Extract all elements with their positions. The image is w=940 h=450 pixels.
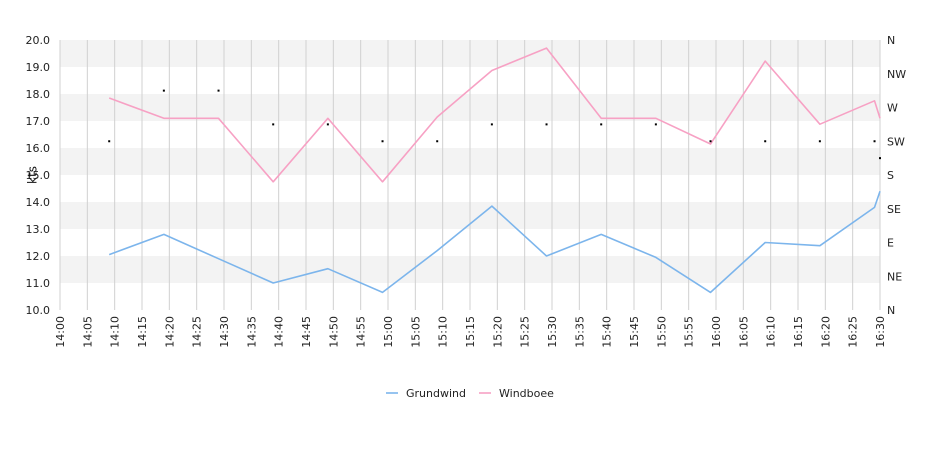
- legend[interactable]: Grundwind Windboee: [386, 387, 554, 400]
- direction-tick-label: SW: [887, 135, 905, 148]
- x-tick-label: 14:45: [300, 316, 313, 348]
- y-tick-label: 19.0: [26, 61, 51, 74]
- x-tick-label: 14:10: [109, 316, 122, 348]
- direction-marker: [764, 140, 767, 143]
- series-line-grundwind: [108, 190, 881, 294]
- y-axis-ticks: 10.0 11.0 12.0 13.0 14.0 15.0 16.0 17.0 18.0 19.0…: [26, 34, 51, 317]
- direction-marker: [162, 89, 165, 92]
- direction-marker: [600, 123, 603, 126]
- legend-item-windboee[interactable]: Windboee: [479, 387, 554, 400]
- x-tick-label: 16:15: [792, 316, 805, 348]
- x-tick-label: 16:25: [847, 316, 860, 348]
- x-tick-label: 14:50: [327, 316, 340, 348]
- direction-marker: [654, 123, 657, 126]
- legend-label: Windboee: [499, 387, 554, 400]
- direction-tick-label: N: [887, 304, 895, 317]
- x-tick-label: 15:40: [601, 316, 614, 348]
- direction-tick-label: E: [887, 237, 894, 250]
- x-tick-label: 15:05: [409, 316, 422, 348]
- direction-marker: [108, 140, 111, 143]
- direction-marker: [818, 140, 821, 143]
- x-tick-label: 16:20: [819, 316, 832, 348]
- x-tick-label: 15:30: [546, 316, 559, 348]
- direction-markers: [108, 89, 881, 160]
- x-tick-label: 15:35: [573, 316, 586, 348]
- direction-axis-ticks: N NE E SE S SW W NW N: [887, 34, 906, 317]
- y-tick-label: 18.0: [26, 88, 51, 101]
- y-tick-label: 13.0: [26, 223, 51, 236]
- y-tick-label: 16.0: [26, 142, 51, 155]
- direction-marker: [709, 140, 712, 143]
- direction-marker: [272, 123, 275, 126]
- x-tick-label: 15:50: [655, 316, 668, 348]
- direction-marker: [873, 140, 876, 143]
- direction-marker: [436, 140, 439, 143]
- series-lines: [108, 47, 881, 294]
- direction-tick-label: N: [887, 34, 895, 47]
- x-tick-label: 14:25: [191, 316, 204, 348]
- direction-marker: [879, 157, 881, 160]
- direction-marker: [217, 89, 220, 92]
- x-tick-label: 14:30: [218, 316, 231, 348]
- direction-tick-label: W: [887, 102, 898, 115]
- y-tick-label: 12.0: [26, 250, 51, 263]
- x-axis-ticks: 14:00 14:05 14:10 14:15 14:20 14:25 14:30 14:35…: [54, 316, 887, 348]
- x-tick-label: 16:00: [710, 316, 723, 348]
- x-tick-label: 14:00: [54, 316, 67, 348]
- x-tick-label: 14:15: [136, 316, 149, 348]
- x-tick-label: 16:30: [874, 316, 887, 348]
- x-tick-label: 15:10: [437, 316, 450, 348]
- direction-tick-label: NW: [887, 68, 906, 81]
- y-tick-label: 14.0: [26, 196, 51, 209]
- direction-tick-label: S: [887, 169, 894, 182]
- direction-marker: [381, 140, 384, 143]
- y-tick-label: 10.0: [26, 304, 51, 317]
- x-tick-label: 15:55: [683, 316, 696, 348]
- y-tick-label: 17.0: [26, 115, 51, 128]
- x-tick-label: 16:05: [737, 316, 750, 348]
- direction-tick-label: NE: [887, 270, 902, 283]
- x-tick-label: 16:10: [765, 316, 778, 348]
- x-tick-label: 15:15: [464, 316, 477, 348]
- x-tick-label: 15:00: [382, 316, 395, 348]
- direction-marker: [545, 123, 548, 126]
- x-tick-label: 14:20: [163, 316, 176, 348]
- legend-label: Grundwind: [406, 387, 466, 400]
- y-tick-label: 20.0: [26, 34, 51, 47]
- x-tick-label: 15:45: [628, 316, 641, 348]
- direction-marker: [326, 123, 329, 126]
- y-axis-label: kts: [26, 166, 40, 184]
- y-tick-label: 15.0: [26, 169, 51, 182]
- x-tick-label: 14:35: [245, 316, 258, 348]
- x-tick-label: 14:55: [355, 316, 368, 348]
- x-tick-label: 14:05: [81, 316, 94, 348]
- x-tick-label: 15:20: [491, 316, 504, 348]
- series-line-windboee: [108, 47, 881, 183]
- x-tick-label: 14:40: [273, 316, 286, 348]
- legend-item-grundwind[interactable]: Grundwind: [386, 387, 466, 400]
- direction-marker: [490, 123, 493, 126]
- x-tick-label: 15:25: [519, 316, 532, 348]
- direction-tick-label: SE: [887, 203, 901, 216]
- vertical-gridlines: [59, 40, 881, 310]
- y-tick-label: 11.0: [26, 277, 51, 290]
